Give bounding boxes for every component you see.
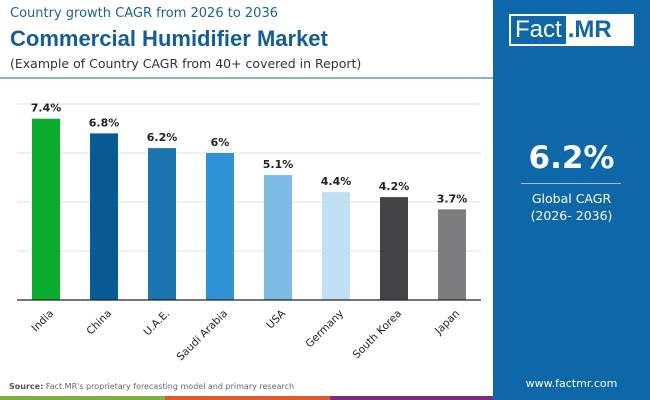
bar-chart: 7.4% India 6.8% China 6.2% U.A.E. 6% Saudi Arab… <box>17 102 481 364</box>
data-label: 6.8% <box>89 116 120 129</box>
website-link[interactable]: www.factmr.com <box>525 377 618 390</box>
side-panel: Fact .MR 6.2% Global CAGR (2026- 2036) www… <box>493 0 650 400</box>
bar-south-korea <box>380 197 408 300</box>
bar-germany <box>322 192 350 300</box>
bar-u-a-e- <box>148 148 176 300</box>
data-label: 4.2% <box>379 180 410 193</box>
data-label: 6% <box>211 136 230 149</box>
x-tick-label: Saudi Arabia <box>175 308 231 364</box>
x-tick-label: Japan <box>432 308 462 338</box>
footer-strip-purple <box>330 396 493 400</box>
data-label: 7.4% <box>31 102 62 115</box>
factmr-logo: Fact .MR <box>509 14 634 46</box>
data-label: 4.4% <box>321 175 352 188</box>
x-tick-label: India <box>29 308 56 335</box>
bar-india <box>32 118 60 300</box>
x-tick-label: Germany <box>304 308 347 351</box>
bar-japan <box>438 209 466 300</box>
x-tick-label: South Korea <box>351 308 404 361</box>
data-label: 6.2% <box>147 131 178 144</box>
x-tick-label: USA <box>264 307 288 331</box>
data-label: 5.1% <box>263 158 294 171</box>
chart-subtitle: Country growth CAGR from 2026 to 2036 <box>10 6 278 21</box>
source-note: Source: Fact.MR's proprietary forecastin… <box>9 382 295 391</box>
bar-usa <box>264 175 292 300</box>
bar-china <box>90 133 118 300</box>
divider <box>521 183 621 184</box>
header-divider <box>0 77 493 79</box>
footer-strip-orange <box>165 396 330 400</box>
data-label: 3.7% <box>437 192 468 205</box>
chart-note: (Example of Country CAGR from 40+ covere… <box>10 56 362 71</box>
bar-saudi-arabia <box>206 153 234 300</box>
global-cagr-label: Global CAGR (2026- 2036) <box>530 191 613 223</box>
x-tick-label: China <box>84 308 114 338</box>
footer-strip-green <box>0 396 165 400</box>
chart-title: Commercial Humidifier Market <box>10 26 328 51</box>
x-tick-label: U.A.E. <box>141 308 172 339</box>
global-cagr-value: 6.2% <box>528 140 615 176</box>
